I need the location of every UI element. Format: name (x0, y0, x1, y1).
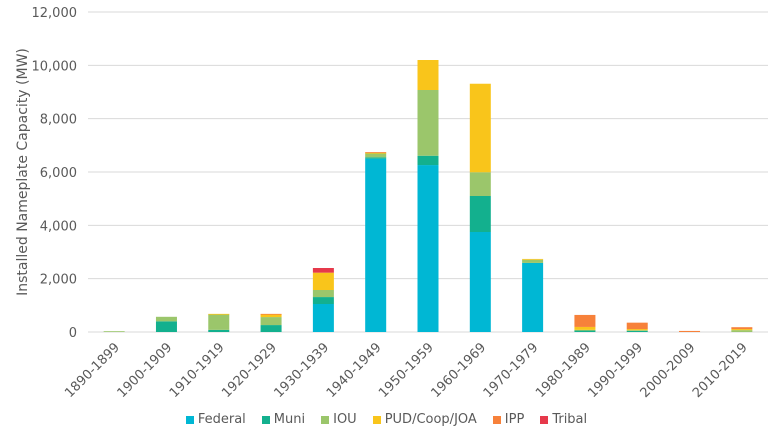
bar-segment-pud-coop-joa (417, 60, 439, 90)
bar-segment-muni (365, 157, 387, 159)
x-tick-label: 1980-1989 (533, 340, 594, 401)
x-tick-label: 1940-1949 (324, 340, 385, 401)
bar-segment-iou (731, 330, 753, 332)
y-tick-label: 4,000 (40, 219, 77, 234)
legend-label: IOU (333, 412, 357, 427)
bar-segment-ipp (731, 327, 753, 330)
x-tick-label: 1990-1999 (585, 340, 646, 401)
bar-segment-federal (417, 165, 439, 332)
bar-segment-iou (155, 316, 177, 322)
x-tick-label: 1920-1929 (219, 340, 280, 401)
y-tick-label: 8,000 (40, 113, 77, 128)
y-tick-label: 0 (69, 326, 77, 341)
legend-item: Federal (185, 412, 246, 427)
bar-segment-ipp (679, 330, 701, 332)
x-tick-label: 1890-1899 (62, 340, 123, 401)
bar-segment-federal (522, 262, 544, 332)
legend-item: Muni (261, 412, 306, 427)
bar-segment-ipp (260, 313, 282, 315)
bar-segment-pud-coop-joa (522, 258, 544, 260)
bar-segment-federal (469, 232, 491, 332)
legend-label: IPP (504, 412, 525, 427)
legend-swatch (321, 415, 330, 424)
bar-segment-federal (312, 304, 334, 332)
x-axis-ticks: 1890-18991900-19091910-19191920-19291930… (62, 340, 750, 401)
y-tick-label: 10,000 (32, 59, 78, 74)
legend-swatch (185, 415, 194, 424)
bar-segment-muni (626, 330, 648, 332)
legend: Federal Muni IOU PUD/Coop/JOA IPP Tribal (0, 412, 773, 427)
y-axis-label: Installed Nameplate Capacity (MW) (15, 48, 31, 296)
legend-swatch (492, 415, 501, 424)
bar-segment-muni (312, 297, 334, 304)
x-tick-label: 1950-1959 (376, 340, 437, 401)
bar-segment-iou (208, 314, 230, 330)
x-tick-label: 1960-1969 (428, 340, 489, 401)
bar-segment-pud-coop-joa (626, 329, 648, 331)
bar-segment-iou (365, 153, 387, 158)
bar-segment-pud-coop-joa (208, 313, 230, 315)
legend-label: Muni (273, 412, 306, 427)
legend-label: PUD/Coop/JOA (384, 412, 477, 427)
bar-segment-tribal (312, 268, 334, 273)
legend-item: IOU (321, 412, 357, 427)
x-tick-label: 1930-1939 (272, 340, 333, 401)
bar-segment-pud-coop-joa (469, 83, 491, 173)
legend-label: Tribal (552, 412, 588, 427)
bar-segment-iou (260, 317, 282, 326)
stacked-bar-chart: 0 2,000 4,000 6,000 8,000 10,000 12,000 Instal… (15, 6, 768, 401)
bar-segment-ipp (365, 152, 387, 153)
y-tick-label: 12,000 (32, 6, 78, 21)
bar-segment-iou (522, 259, 544, 263)
y-tick-label: 2,000 (40, 273, 77, 288)
bars (103, 60, 753, 332)
x-tick-label: 1900-1909 (115, 340, 176, 401)
y-axis-ticks: 0 2,000 4,000 6,000 8,000 10,000 12,000 (32, 6, 78, 341)
x-tick-label: 2010-2019 (690, 340, 751, 401)
legend-item: PUD/Coop/JOA (372, 412, 477, 427)
bar-segment-pud-coop-joa (365, 152, 387, 154)
bar-segment-muni (574, 330, 596, 332)
bar-segment-muni (208, 329, 230, 332)
legend-swatch (261, 415, 270, 424)
bar-segment-iou (469, 172, 491, 196)
bar-segment-muni (155, 321, 177, 332)
y-tick-label: 6,000 (40, 166, 77, 181)
legend-swatch (372, 415, 381, 424)
bar-segment-pud-coop-joa (574, 326, 596, 330)
legend-swatch (540, 415, 549, 424)
x-tick-label: 1910-1919 (167, 340, 228, 401)
x-tick-label: 1970-1979 (481, 340, 542, 401)
bar-segment-muni (260, 325, 282, 332)
bar-segment-pud-coop-joa (312, 272, 334, 290)
legend-label: Federal (197, 412, 246, 427)
bar-segment-iou (103, 331, 125, 332)
bar-segment-iou (626, 330, 648, 331)
bar-segment-federal (365, 158, 387, 332)
bar-segment-ipp (626, 322, 648, 330)
bar-segment-ipp (574, 314, 596, 327)
legend-item: Tribal (540, 412, 587, 427)
bar-segment-iou (417, 90, 439, 156)
bar-segment-muni (417, 155, 439, 166)
bar-segment-pud-coop-joa (260, 314, 282, 318)
x-tick-label: 2000-2009 (638, 340, 699, 401)
bar-segment-iou (574, 329, 596, 331)
legend-item: IPP (492, 412, 525, 427)
bar-segment-iou (312, 290, 334, 298)
bar-segment-muni (469, 196, 491, 232)
bar-segment-pud-coop-joa (731, 329, 753, 331)
